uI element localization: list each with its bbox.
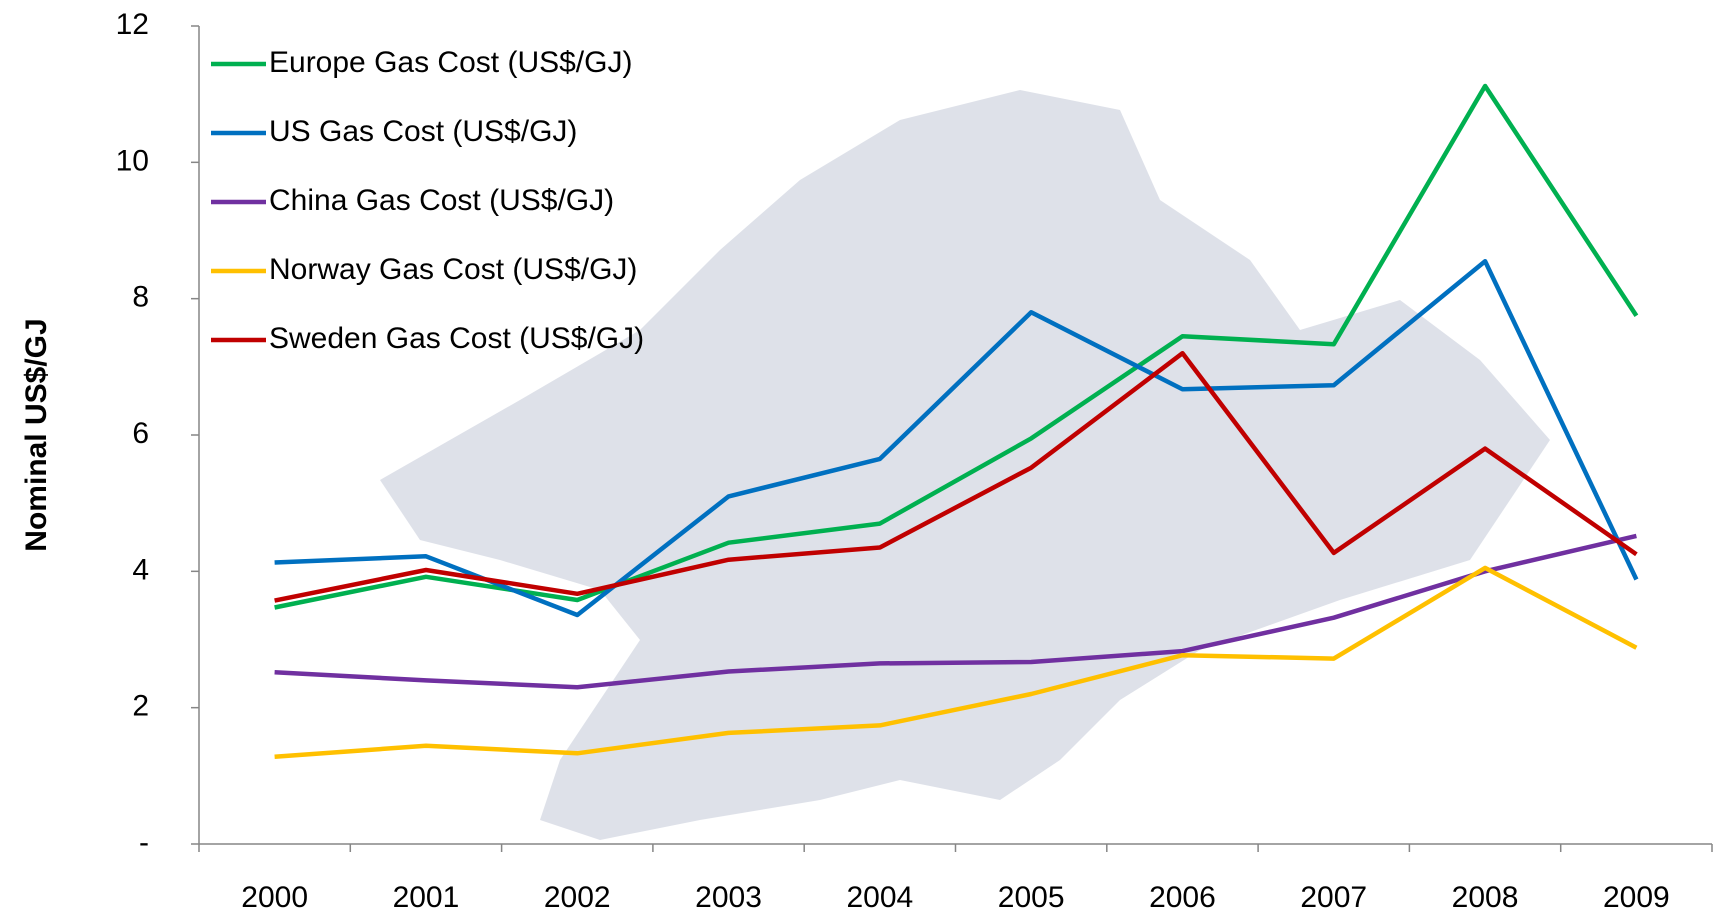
legend-label: China Gas Cost (US$/GJ) [269, 184, 614, 217]
x-tick-label: 2003 [695, 881, 762, 914]
x-tick-label: 2006 [1149, 881, 1216, 914]
y-tick-label: 10 [116, 144, 149, 177]
legend-label: Norway Gas Cost (US$/GJ) [269, 253, 637, 286]
x-tick-label: 2008 [1452, 881, 1519, 914]
series-line [274, 258, 1639, 618]
series-line [274, 533, 1637, 690]
y-tick-label: 2 [132, 690, 149, 723]
series-line [274, 83, 1639, 610]
x-tick-label: 2002 [544, 881, 611, 914]
x-tick-label: 2007 [1300, 881, 1367, 914]
y-axis-title: Nominal US$/GJ [20, 318, 53, 551]
x-tick-label: 2000 [241, 881, 308, 914]
y-tick-label: 12 [116, 8, 149, 41]
legend-label: US Gas Cost (US$/GJ) [269, 115, 577, 148]
x-tick-label: 2001 [393, 881, 460, 914]
y-tick-label: - [139, 826, 149, 859]
background-map [380, 90, 1550, 840]
x-tick-label: 2009 [1603, 881, 1670, 914]
legend-label: Sweden Gas Cost (US$/GJ) [269, 322, 644, 355]
y-tick-label: 4 [132, 553, 149, 586]
series-line [274, 565, 1638, 759]
legend-label: Europe Gas Cost (US$/GJ) [269, 46, 632, 79]
x-tick-label: 2005 [998, 881, 1065, 914]
series-line [274, 350, 1638, 603]
y-tick-label: 6 [132, 417, 149, 450]
x-tick-label: 2004 [846, 881, 913, 914]
y-tick-label: 8 [132, 281, 149, 314]
